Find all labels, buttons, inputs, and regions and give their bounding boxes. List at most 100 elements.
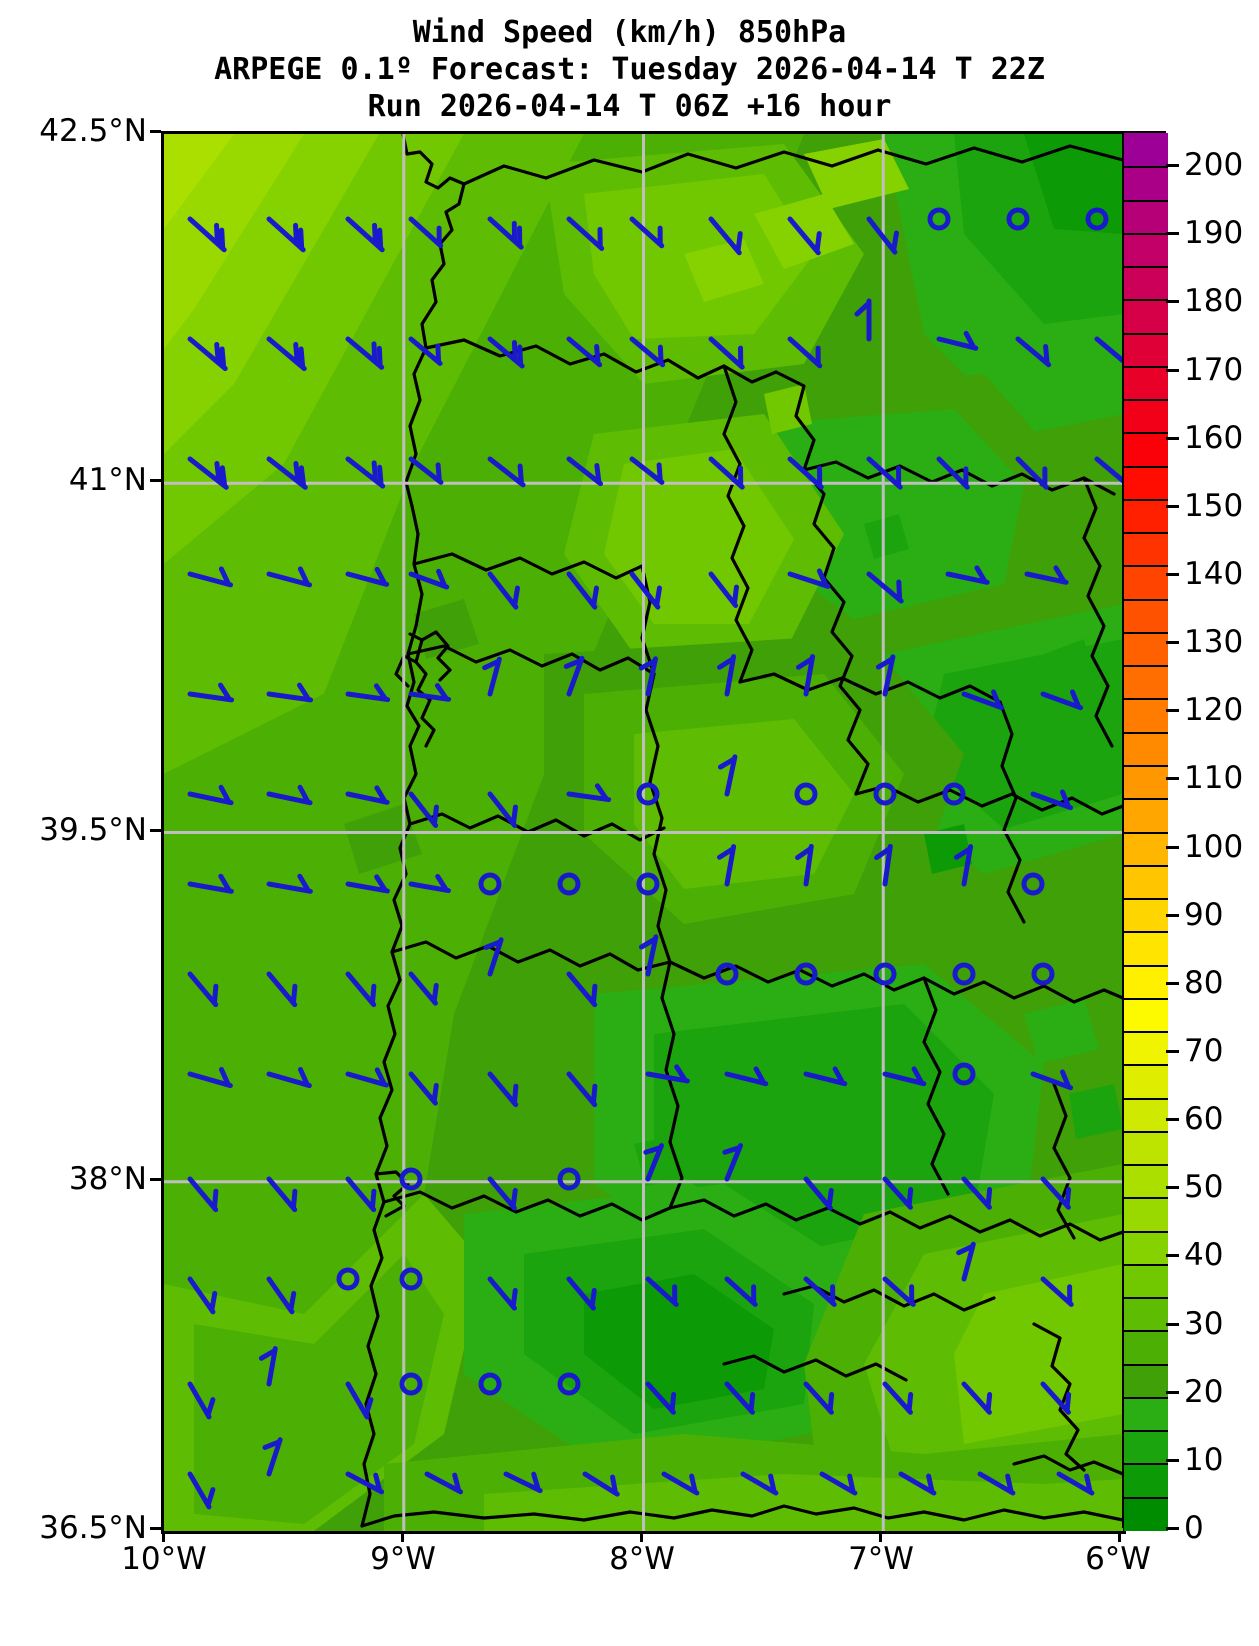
colorbar-segment: [1124, 1396, 1168, 1431]
colorbar-divider: [1124, 698, 1168, 701]
colorbar-tick-label: 170: [1184, 351, 1244, 388]
colorbar-segment: [1124, 864, 1168, 899]
colorbar-tick-mark: [1166, 981, 1179, 985]
colorbar-divider: [1124, 432, 1168, 435]
colorbar-tick-mark: [1166, 709, 1179, 713]
ytick-mark-1: [150, 479, 161, 482]
colorbar-tick-mark: [1166, 777, 1179, 781]
colorbar-divider: [1124, 831, 1168, 834]
colorbar-segment: [1124, 831, 1168, 866]
colorbar-divider: [1124, 1396, 1168, 1399]
colorbar-segment: [1124, 1130, 1168, 1165]
colorbar-divider: [1124, 731, 1168, 734]
colorbar-segment: [1124, 997, 1168, 1032]
colorbar-tick-label: 70: [1184, 1032, 1224, 1069]
colorbar-segment: [1124, 1097, 1168, 1132]
colorbar-segment: [1124, 798, 1168, 833]
colorbar-tick-label: 140: [1184, 555, 1244, 592]
xtick-mark-2: [640, 1531, 643, 1542]
colorbar-tick-label: 200: [1184, 147, 1244, 184]
colorbar-divider: [1124, 864, 1168, 867]
colorbar-segment: [1124, 731, 1168, 766]
colorbar-divider: [1124, 299, 1168, 302]
colorbar-tick-label: 110: [1184, 760, 1244, 797]
colorbar-segment: [1124, 1330, 1168, 1365]
colorbar-divider: [1124, 365, 1168, 368]
colorbar-segment: [1124, 1164, 1168, 1198]
chart-title-block: Wind Speed (km/h) 850hPa ARPEGE 0.1º For…: [0, 0, 1259, 125]
colorbar-tick-mark: [1166, 300, 1179, 304]
colorbar-tick-label: 20: [1184, 1373, 1224, 1410]
colorbar-divider: [1124, 498, 1168, 501]
colorbar-tick-mark: [1166, 1390, 1179, 1394]
colorbar-tick-label: 190: [1184, 215, 1244, 252]
colorbar-tick-label: 120: [1184, 692, 1244, 729]
colorbar-divider: [1124, 1197, 1168, 1200]
map-plot-area[interactable]: [161, 131, 1126, 1534]
colorbar-tick-label: 100: [1184, 828, 1244, 865]
colorbar-divider: [1124, 232, 1168, 235]
map-canvas: [164, 134, 1123, 1531]
xtick-mark-1: [401, 1531, 404, 1542]
ytick-label-3: 38°N: [68, 1161, 147, 1197]
colorbar-tick-label: 50: [1184, 1169, 1224, 1206]
colorbar-gradient: [1122, 131, 1168, 1531]
colorbar-segment: [1124, 498, 1168, 533]
colorbar-tick-label: 90: [1184, 896, 1224, 933]
xtick-mark-4: [1118, 1531, 1121, 1542]
colorbar-tick-label: 150: [1184, 487, 1244, 524]
colorbar-divider: [1124, 565, 1168, 568]
colorbar-segment: [1124, 1031, 1168, 1065]
colorbar-divider: [1124, 1164, 1168, 1167]
colorbar-divider: [1124, 997, 1168, 1000]
colorbar-segment: [1124, 332, 1168, 367]
coastline-and-borders: [360, 134, 1123, 1528]
colorbar-segment: [1124, 1430, 1168, 1465]
colorbar-segment: [1124, 665, 1168, 700]
colorbar-divider: [1124, 598, 1168, 601]
colorbar-tick-label: 40: [1184, 1237, 1224, 1274]
colorbar-segment: [1124, 1363, 1168, 1398]
colorbar-tick-label: 0: [1184, 1510, 1204, 1546]
colorbar-divider: [1124, 332, 1168, 335]
colorbar-divider: [1124, 1330, 1168, 1333]
colorbar-tick-mark: [1166, 572, 1179, 576]
colorbar-divider: [1124, 1230, 1168, 1233]
colorbar-tick-mark: [1166, 1458, 1179, 1462]
xtick-label-1: 9°W: [370, 1541, 436, 1577]
colorbar-divider: [1124, 199, 1168, 202]
colorbar-tick-mark: [1166, 641, 1179, 645]
colorbar-tick-mark: [1166, 1118, 1179, 1122]
colorbar-segment: [1124, 1496, 1168, 1531]
colorbar-divider: [1124, 1064, 1168, 1067]
xtick-label-0: 10°W: [121, 1541, 207, 1577]
ytick-label-2: 39.5°N: [39, 812, 147, 848]
ytick-mark-4: [150, 1527, 161, 1530]
colorbar-divider: [1124, 1363, 1168, 1366]
colorbar-divider: [1124, 1463, 1168, 1466]
colorbar-tick-mark: [1166, 1527, 1179, 1530]
colorbar[interactable]: 0 10 20 30 40 50 60 70 80 90 100 110 120 130 140 150 160…: [1122, 131, 1243, 1546]
colorbar-divider: [1124, 1263, 1168, 1266]
colorbar-divider: [1124, 266, 1168, 269]
colorbar-tick-label: 180: [1184, 283, 1244, 320]
ytick-mark-2: [150, 829, 161, 832]
colorbar-divider: [1124, 399, 1168, 402]
colorbar-tick-mark: [1166, 368, 1179, 372]
colorbar-segment: [1124, 964, 1168, 999]
colorbar-tick-label: 30: [1184, 1305, 1224, 1342]
colorbar-divider: [1124, 665, 1168, 668]
colorbar-divider: [1124, 1496, 1168, 1499]
wind-barb-layer: [187, 207, 1123, 1510]
colorbar-divider: [1124, 798, 1168, 801]
colorbar-divider: [1124, 964, 1168, 967]
colorbar-tick-label: 160: [1184, 419, 1244, 456]
xtick-label-3: 7°W: [848, 1541, 914, 1577]
colorbar-segment: [1124, 1230, 1168, 1265]
colorbar-divider: [1124, 166, 1168, 169]
ytick-label-4: 36.5°N: [39, 1510, 147, 1546]
xtick-label-2: 8°W: [609, 1541, 675, 1577]
colorbar-divider: [1124, 1031, 1168, 1034]
colorbar-segment: [1124, 365, 1168, 400]
title-subtitle-run: Run 2026-04-14 T 06Z +16 hour: [367, 89, 892, 124]
